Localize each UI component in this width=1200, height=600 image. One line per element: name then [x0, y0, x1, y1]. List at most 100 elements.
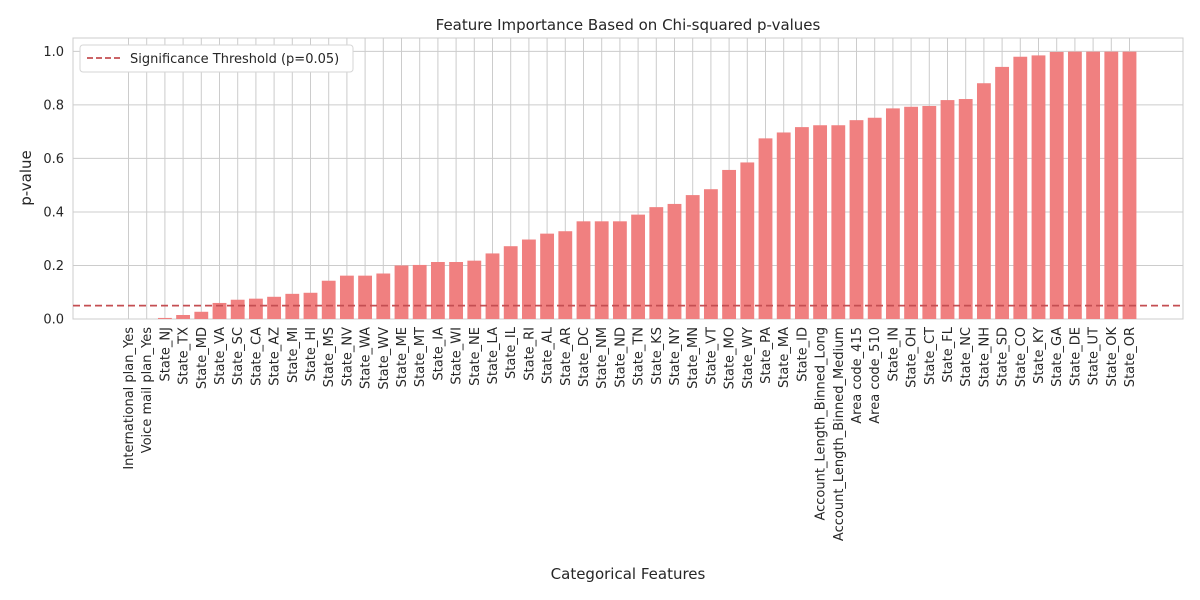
x-tick-label: State_LA — [486, 327, 501, 384]
bar — [667, 203, 682, 319]
bar — [503, 246, 518, 319]
bar — [813, 125, 828, 320]
x-tick-label: State_HI — [304, 327, 319, 382]
bar — [1122, 51, 1137, 320]
bar — [558, 231, 573, 319]
bar — [267, 296, 282, 319]
x-tick-label: Account_Length_Binned_Medium — [832, 327, 847, 541]
y-tick-labels: 0.0 0.2 0.4 0.6 0.8 1.0 — [43, 45, 64, 328]
bar — [940, 100, 955, 319]
legend-box — [79, 44, 354, 73]
bar — [376, 273, 391, 319]
x-tick-label: State_SD — [996, 327, 1011, 386]
x-tick-label: State_MI — [286, 327, 301, 383]
y-tick-label: 0.2 — [43, 259, 64, 274]
bar — [467, 260, 482, 319]
x-tick-label: State_IN — [886, 327, 901, 381]
bar — [248, 298, 263, 319]
bar — [157, 317, 172, 319]
x-tick-label: State_SC — [231, 327, 246, 385]
y-tick-label: 0.4 — [43, 205, 64, 220]
x-tick-label: State_NY — [668, 327, 683, 386]
x-tick-label: State_ME — [395, 327, 410, 387]
bar — [1049, 51, 1064, 319]
x-tick-label: State_VA — [213, 327, 228, 385]
x-tick-label: State_KY — [1032, 327, 1047, 384]
bar — [976, 83, 991, 319]
bar — [285, 293, 300, 319]
x-tick-label: State_KS — [650, 327, 665, 385]
x-tick-label: State_WA — [359, 327, 374, 389]
bar — [631, 214, 646, 319]
x-tick-label: State_OH — [905, 327, 920, 388]
legend: Significance Threshold (p=0.05) — [79, 44, 354, 73]
y-tick-label: 0.6 — [43, 152, 64, 167]
bar — [449, 261, 464, 319]
bar — [995, 66, 1010, 319]
x-tick-labels: International plan_Yes Voice mail plan_Ye… — [122, 326, 1138, 541]
x-tick-label: Voice mail plan_Yes — [140, 327, 155, 453]
bar — [885, 108, 900, 319]
bar — [904, 106, 919, 319]
x-tick-label: Area code_510 — [868, 327, 883, 424]
x-tick-label: State_IA — [431, 327, 446, 381]
x-tick-label: State_VT — [704, 327, 719, 385]
bar — [412, 264, 427, 319]
x-tick-label: State_MA — [777, 327, 792, 388]
x-tick-label: State_AZ — [268, 327, 283, 386]
bar — [1067, 51, 1082, 320]
bar — [321, 280, 336, 319]
x-tick-label: State_AR — [559, 327, 574, 386]
bar — [1086, 51, 1101, 320]
bar — [394, 265, 409, 319]
x-tick-label: State_ID — [795, 327, 810, 382]
bar — [794, 127, 809, 319]
bar — [649, 207, 664, 319]
x-tick-label: State_NH — [977, 327, 992, 387]
bars-group — [157, 51, 1137, 320]
bar — [703, 189, 718, 319]
x-tick-label: State_NC — [959, 327, 974, 387]
x-tick-label: State_PA — [759, 327, 774, 384]
bar — [1104, 51, 1119, 320]
bar — [430, 261, 445, 319]
y-tick-label: 0.8 — [43, 98, 64, 113]
x-tick-label: Area code_415 — [850, 327, 865, 424]
bar — [922, 105, 937, 319]
y-tick-label: 1.0 — [43, 45, 64, 60]
x-tick-label: State_UT — [1087, 327, 1102, 385]
bar — [776, 132, 791, 319]
y-axis-label: p-value — [17, 150, 35, 206]
x-axis-label: Categorical Features — [551, 565, 706, 583]
legend-threshold-label: Significance Threshold (p=0.05) — [130, 52, 339, 67]
bar — [685, 195, 700, 319]
bar — [485, 253, 500, 319]
x-tick-label: State_AL — [541, 326, 556, 384]
bar — [1013, 56, 1028, 319]
bar — [176, 314, 191, 319]
x-tick-label: State_NV — [340, 327, 355, 387]
x-tick-label: State_CA — [249, 327, 264, 386]
bar — [867, 117, 882, 319]
x-tick-label: State_WI — [450, 327, 465, 385]
bar — [194, 311, 209, 319]
bar — [612, 221, 627, 319]
x-tick-label: State_OR — [1123, 327, 1138, 387]
bar — [740, 162, 755, 319]
bar — [540, 233, 555, 319]
x-tick-label: State_FL — [941, 326, 956, 382]
bar — [758, 138, 773, 319]
bar — [521, 239, 536, 319]
y-tick-label: 0.0 — [43, 313, 64, 328]
x-tick-label: State_CO — [1014, 327, 1029, 387]
x-tick-label: State_ND — [613, 327, 628, 388]
x-tick-label: State_IL — [504, 326, 519, 379]
x-tick-label: State_MN — [686, 327, 701, 389]
x-tick-label: State_OK — [1105, 327, 1120, 387]
x-tick-label: Account_Length_Binned_Long — [814, 327, 829, 521]
x-tick-label: State_MT — [413, 327, 428, 387]
x-tick-label: State_MD — [195, 327, 210, 389]
bar — [576, 221, 591, 319]
x-tick-label: State_RI — [522, 327, 537, 381]
